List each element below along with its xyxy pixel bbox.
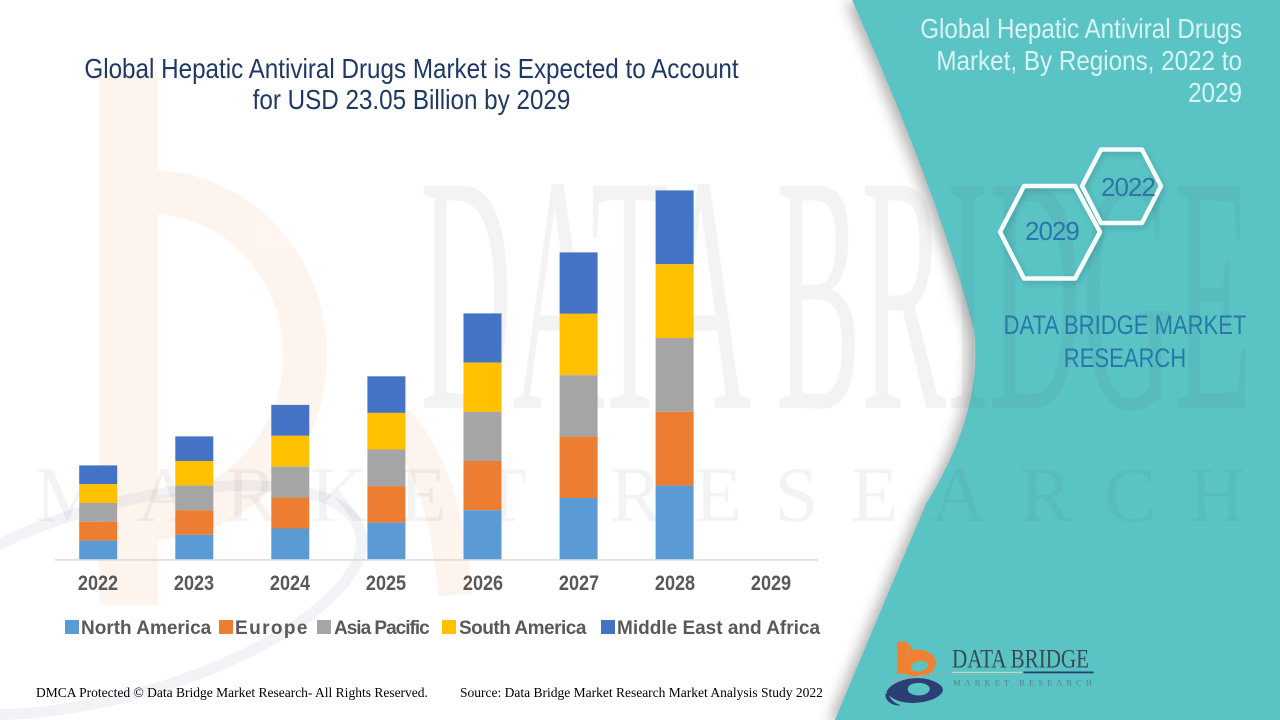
svg-text:MARKET RESEARCH: MARKET RESEARCH [953, 678, 1092, 688]
svg-text:DATA BRIDGE: DATA BRIDGE [420, 106, 1252, 482]
svg-text:DATA BRIDGE: DATA BRIDGE [952, 645, 1089, 674]
svg-text:MARKET RESEARCH: MARKET RESEARCH [35, 451, 1245, 538]
